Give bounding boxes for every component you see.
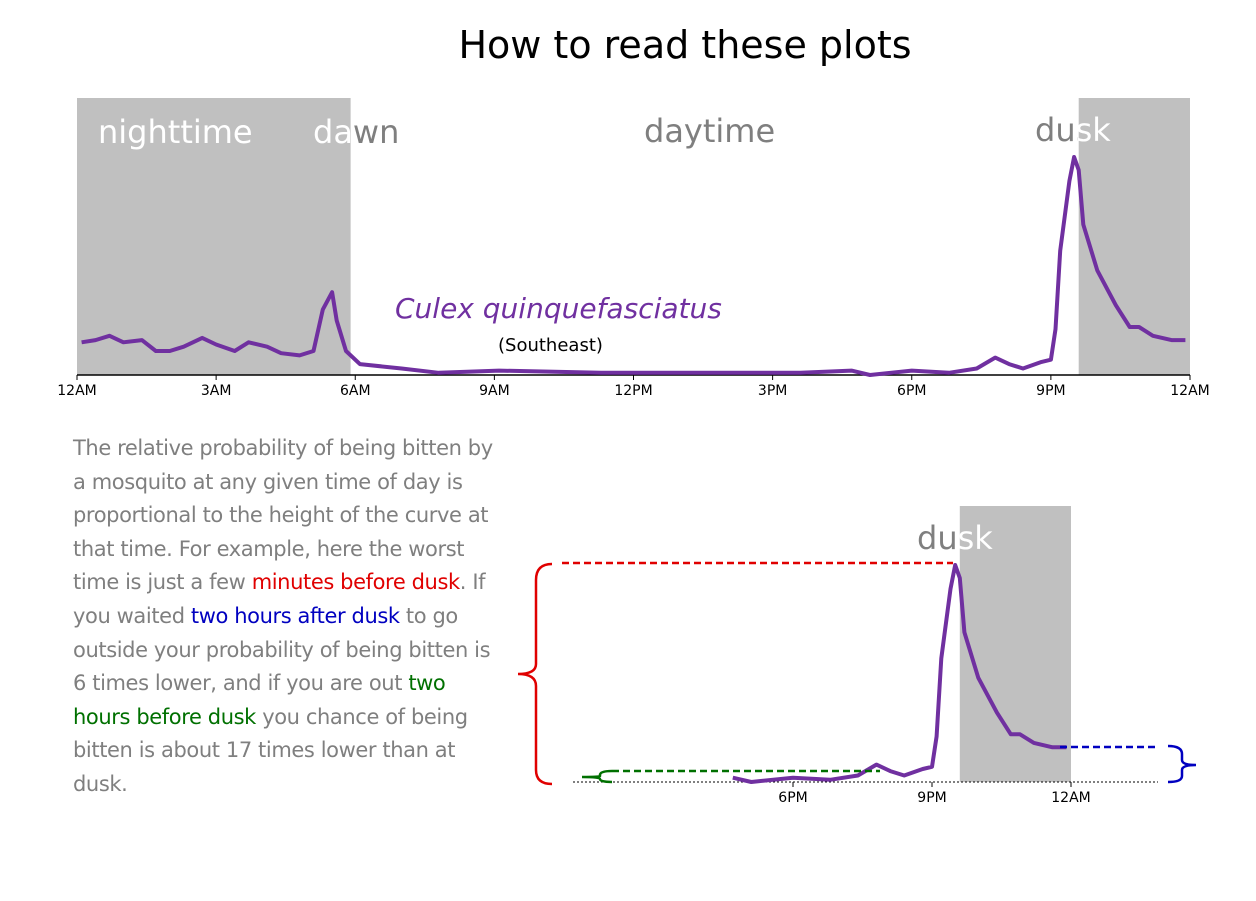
text: . If you waited [73, 570, 486, 628]
x-tick-label: 12AM [1170, 383, 1209, 399]
x-tick-label: 12PM [614, 383, 652, 399]
highlight: minutes before dusk [251, 570, 460, 595]
blue-bracket [1167, 744, 1197, 784]
green-bracket [581, 769, 613, 784]
period-label: daytime [644, 112, 775, 150]
curve [81, 155, 1186, 377]
x-tick-label: 12AM [1051, 790, 1090, 806]
period-label: dusk [1035, 111, 1111, 149]
highlight: two hours after dusk [190, 603, 400, 628]
x-tick-label: 6AM [340, 383, 371, 399]
period-label: nighttime [98, 113, 253, 151]
text: to go outside your probability of being … [73, 603, 491, 696]
period-label: dawn [313, 113, 399, 151]
x-tick-label: 12AM [57, 383, 96, 399]
red-bracket [517, 562, 553, 786]
zoom-chart: dusk 6PM 9PM 12AM [573, 506, 1158, 806]
x-tick-label: 3PM [758, 383, 787, 399]
text: you chance of being bitten is about 17 t… [73, 704, 468, 796]
x-tick-label: 9AM [479, 383, 510, 399]
explanation: The relative probability of being bitten… [73, 432, 493, 802]
shade [77, 98, 351, 375]
series-label: Culex quinquefasciatus [395, 292, 722, 325]
title: How to read these plots [458, 23, 911, 67]
highlight: two hours before dusk [73, 671, 446, 729]
region-label: (Southeast) [498, 335, 603, 356]
main-chart: nighttime dawn daytime dusk Culex quinquefas… [57, 98, 1210, 399]
text: The relative probability of being bitten… [73, 436, 493, 595]
x-tick-label: 9PM [1036, 383, 1065, 399]
x-tick-label: 6PM [897, 383, 926, 399]
x-tick-label: 3AM [201, 383, 232, 399]
annotations [517, 561, 1197, 786]
curve [732, 563, 1067, 784]
x-tick-label: 9PM [917, 790, 946, 806]
zoom-label: dusk [917, 519, 993, 557]
x-tick-label: 6PM [778, 790, 807, 806]
